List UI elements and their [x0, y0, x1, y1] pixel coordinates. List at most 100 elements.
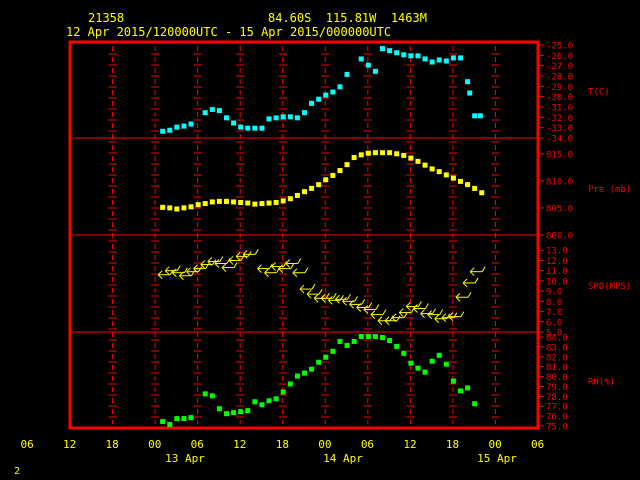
wind-barb-head — [462, 282, 468, 288]
pressure-point — [408, 155, 414, 161]
wind-barb — [349, 299, 366, 309]
temperature-point — [224, 115, 229, 121]
axis-tick-label: -31.0 — [546, 104, 573, 114]
humidity-point — [465, 385, 471, 391]
wind-barb-feather — [361, 299, 366, 305]
wind-barb — [292, 267, 309, 278]
humidity-point — [259, 402, 265, 408]
wind-barb-head — [398, 312, 404, 317]
temperature-point — [231, 120, 237, 126]
wind-barb-feather — [198, 266, 202, 272]
temperature-point — [337, 84, 343, 90]
wind-barb-head — [320, 293, 326, 299]
wind-barb-head — [200, 264, 206, 269]
humidity-point — [160, 419, 166, 425]
wind-barb-head — [200, 260, 206, 265]
humidity-point — [365, 334, 371, 340]
axis-tick-label: 76.0 — [546, 413, 568, 423]
pressure-point — [443, 172, 449, 178]
humidity-point — [202, 391, 208, 397]
temperature-point — [467, 90, 473, 96]
humidity-point — [216, 406, 222, 412]
temperature-point — [209, 107, 215, 113]
humidity-point — [337, 338, 343, 344]
wind-barb-head — [448, 312, 454, 318]
wind-barb-feather — [354, 296, 358, 302]
x-date-label: 13 Apr — [165, 452, 205, 465]
pressure-point — [330, 172, 336, 178]
wind-barb-feather — [474, 277, 479, 284]
temperature-point — [238, 124, 244, 130]
wind-barb-head — [278, 264, 284, 269]
axis-tick-label: 5.0 — [546, 329, 562, 339]
wind-barb-feather — [283, 261, 288, 267]
temperature-point — [280, 114, 286, 120]
pressure-point — [287, 196, 293, 202]
wind-barb-head — [257, 264, 262, 269]
data-marks — [157, 46, 486, 428]
humidity-point — [302, 370, 307, 376]
x-date-label: 15 Apr — [477, 452, 517, 465]
wind-barb — [455, 291, 472, 302]
temperature-point — [316, 96, 322, 102]
wind-barb-head — [363, 309, 369, 314]
wind-barb-feather — [425, 303, 429, 309]
pressure-point — [323, 177, 329, 183]
humidity-point — [224, 411, 229, 417]
wind-barb-head — [370, 310, 376, 315]
x-date-label: 14 Apr — [323, 452, 363, 465]
pressure-point — [309, 185, 315, 191]
pressure-point — [394, 151, 400, 157]
pressure-point — [188, 204, 194, 210]
wind-barb-head — [469, 271, 475, 277]
wind-barb-feather — [176, 265, 181, 271]
axis-tick-label: 77.0 — [546, 403, 568, 413]
wind-barb-head — [455, 296, 461, 302]
pressure-point — [337, 168, 343, 174]
axis-tick-label: 13.0 — [546, 247, 568, 257]
wind-barb-head — [207, 261, 213, 266]
temperature-point — [323, 92, 329, 98]
wind-barb-feather — [432, 308, 436, 314]
x-tick-label: 12 — [63, 438, 76, 451]
humidity-point — [231, 410, 237, 416]
wind-barb-head — [193, 268, 198, 273]
wind-barb — [363, 304, 380, 314]
pressure-point — [202, 201, 208, 207]
wind-barb-head — [214, 259, 220, 264]
wind-barb — [157, 269, 174, 280]
wind-barb-head — [413, 304, 418, 309]
plot-frame — [68, 40, 540, 430]
humidity-point — [266, 398, 272, 404]
temperature-point — [294, 115, 300, 121]
wind-barb-feather — [226, 258, 231, 264]
temperature-point — [174, 124, 180, 130]
axis-tick-label: 78.0 — [546, 393, 568, 403]
wind-barb-head — [299, 288, 305, 294]
humidity-point — [167, 422, 173, 428]
wind-barb — [356, 302, 373, 312]
wind-barb — [242, 249, 259, 259]
axis-tick-label: -29.0 — [546, 83, 573, 93]
pressure-point — [209, 199, 215, 205]
pressure-point — [401, 152, 407, 158]
wind-barb-head — [427, 310, 432, 315]
wind-barb — [448, 311, 465, 322]
wind-barb-feather — [233, 262, 238, 268]
axis-tick-label: 84.0 — [546, 334, 568, 344]
temperature-point — [252, 125, 258, 131]
pressure-point — [280, 198, 286, 204]
axis-tick-label: 7.0 — [546, 308, 562, 318]
humidity-point — [280, 389, 286, 395]
wind-barb-head — [328, 295, 333, 301]
pressure-point — [252, 201, 258, 207]
pressure-point — [422, 162, 428, 168]
wind-barb — [413, 303, 429, 313]
temperature-point — [273, 115, 279, 121]
temperature-point — [160, 128, 166, 134]
temperature-point — [443, 58, 449, 64]
wind-barb — [306, 288, 323, 299]
wind-barb-feather — [332, 293, 337, 299]
wind-barb-head — [264, 272, 269, 278]
